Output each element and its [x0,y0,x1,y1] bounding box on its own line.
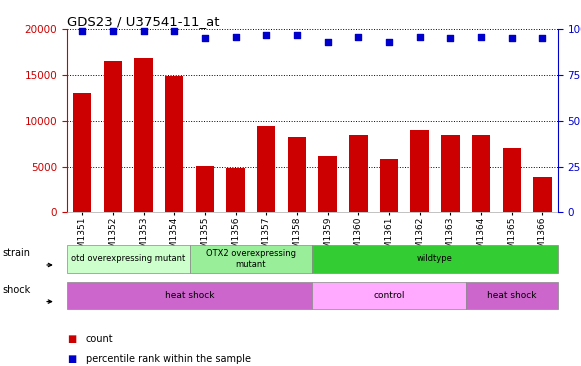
Point [538,36,547,41]
Text: heat shock: heat shock [165,291,214,300]
Point [385,39,394,45]
Bar [441,135,460,212]
Bar [103,61,122,212]
Text: ■: ■ [67,333,76,344]
Text: count: count [86,333,114,344]
Bar [349,134,368,212]
Bar [472,134,490,212]
Point [292,32,302,38]
Text: GDS23 / U37541-11_at: GDS23 / U37541-11_at [67,15,219,28]
Text: heat shock: heat shock [487,291,536,300]
Point [323,39,332,45]
Point [415,34,424,40]
Point [261,32,271,38]
Text: percentile rank within the sample: percentile rank within the sample [86,354,251,364]
Bar [227,168,245,212]
Bar [196,165,214,212]
Bar [318,157,337,212]
Text: otd overexpressing mutant: otd overexpressing mutant [71,254,185,264]
Point [139,28,148,34]
Point [231,34,240,40]
Bar [288,137,306,212]
Text: OTX2 overexpressing
mutant: OTX2 overexpressing mutant [206,249,296,269]
Point [476,34,486,40]
Bar [380,159,398,212]
Bar [533,177,551,212]
Point [77,28,87,34]
Bar [503,148,521,212]
Point [507,36,517,41]
Bar [134,58,153,212]
Text: shock: shock [3,284,31,295]
Point [200,36,210,41]
Point [108,28,117,34]
Bar [410,130,429,212]
Point [354,34,363,40]
Point [446,36,455,41]
Text: control: control [373,291,405,300]
Bar [73,93,91,212]
Text: strain: strain [3,248,31,258]
Text: ■: ■ [67,354,76,364]
Bar [257,126,275,212]
Text: wildtype: wildtype [417,254,453,264]
Point [170,28,179,34]
Bar [165,76,184,212]
